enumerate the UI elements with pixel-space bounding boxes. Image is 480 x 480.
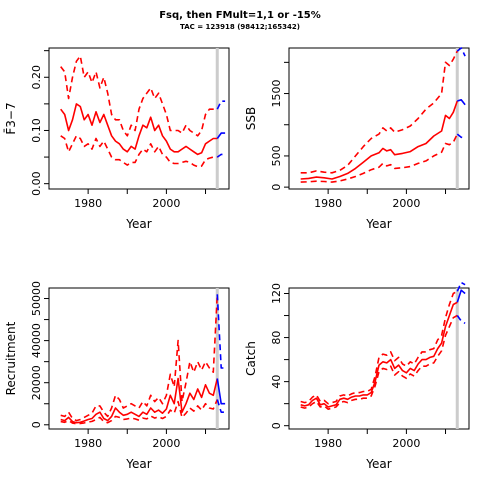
catch-plot-frame [288, 287, 470, 430]
ssb-series-projection-median [457, 99, 466, 106]
ssb-y-tick-label: 500 [270, 145, 283, 166]
recruitment-y-tick-label: 0 [30, 421, 43, 428]
recruitment-series-history-median [60, 377, 219, 424]
figure-title: Fsq, then FMult=1,1 or -15% [159, 10, 321, 21]
fbar-panel: 1980 2000 0.00 0.10 0.20 Year F̄3−7 [4, 47, 230, 231]
catch-y-axis-label: Catch [244, 341, 258, 376]
recruitment-series-projection-median [216, 378, 226, 405]
catch-series-projection-upper [456, 281, 466, 292]
ssb-series-history-lower [300, 133, 459, 183]
recruitment-x-axis-label: Year [125, 457, 151, 471]
catch-y-tick-label: 120 [270, 283, 283, 304]
fbar-y-tick-label: 0.10 [30, 118, 43, 143]
catch-series-history-lower [300, 314, 458, 411]
recruitment-series-projection-lower [216, 399, 226, 414]
recruitment-series-history-upper [60, 294, 219, 422]
fbar-series-projection-upper [216, 100, 226, 110]
recruitment-y-tick-label: 20000 [30, 365, 43, 400]
fbar-series-projection-median [216, 132, 226, 139]
catch-panel: 1980 2000 0 40 80 120 Year Catch [244, 281, 470, 471]
catch-series-history-median [300, 301, 458, 408]
ssb-x-axis-label: Year [365, 217, 391, 231]
figure-subtitle: TAC = 123918 (98412;165342) [180, 23, 300, 31]
ssb-series-projection-upper [456, 47, 466, 57]
recruitment-x-tick-label: 1980 [74, 437, 102, 450]
catch-x-axis-label: Year [365, 457, 391, 471]
fbar-y-tick-label: 0.20 [30, 65, 43, 90]
fbar-plot-frame [48, 47, 230, 190]
catch-y-tick-label: 80 [270, 331, 283, 345]
ssb-y-tick-label: 0 [270, 184, 283, 191]
fbar-x-axis-label: Year [125, 217, 151, 231]
ssb-x-tick-label: 2000 [392, 197, 420, 210]
recruitment-y-tick-label: 40000 [30, 323, 43, 358]
ssb-y-tick-label: 1500 [270, 80, 283, 108]
ssb-series-projection-lower [456, 133, 466, 140]
ssb-panel: 1980 2000 0 500 1500 Year SSB [244, 47, 470, 231]
fbar-y-tick-label: 0.00 [30, 171, 43, 196]
catch-y-tick-label: 0 [270, 422, 283, 429]
ssb-series-history-median [300, 100, 459, 180]
recruitment-series-history-lower [60, 399, 219, 425]
fbar-y-axis-label: F̄3−7 [4, 102, 18, 134]
fbar-x-tick-label: 2000 [152, 197, 180, 210]
ssb-y-axis-label: SSB [244, 107, 258, 130]
fbar-series-projection-lower [216, 153, 226, 158]
catch-y-tick-label: 40 [270, 375, 283, 389]
fbar-x-tick-label: 1980 [74, 197, 102, 210]
recruitment-y-tick-label: 50000 [30, 281, 43, 316]
ssb-plot-frame [288, 47, 470, 190]
fbar-series-history-upper [60, 55, 218, 137]
ssb-x-tick-label: 1980 [314, 197, 342, 210]
fbar-series-history-median [60, 103, 218, 156]
ssb-series-history-upper [300, 50, 459, 174]
catch-series-projection-lower [456, 315, 466, 324]
fbar-series-history-lower [60, 135, 218, 168]
catch-series-projection-median [456, 289, 466, 303]
catch-x-tick-label: 2000 [392, 437, 420, 450]
catch-x-tick-label: 1980 [314, 437, 342, 450]
recruitment-x-tick-label: 2000 [152, 437, 180, 450]
recruitment-plot-frame [48, 287, 230, 430]
recruitment-y-axis-label: Recruitment [4, 321, 18, 395]
catch-series-history-upper [300, 290, 458, 405]
recruitment-series-projection-upper [216, 294, 226, 369]
